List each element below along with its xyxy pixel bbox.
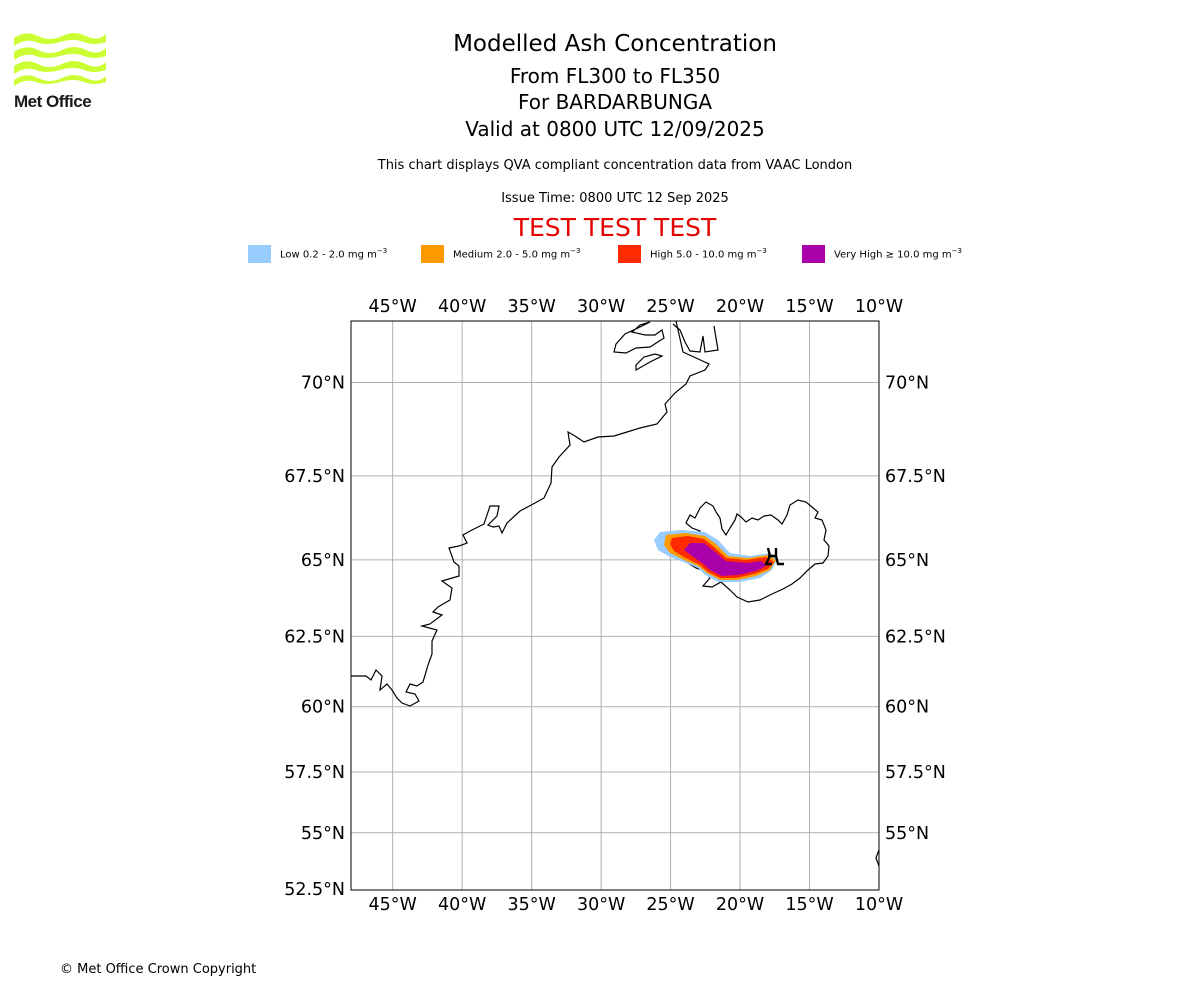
legend-label-high: High 5.0 - 10.0 mg m−3 (650, 247, 767, 261)
lat-label-left-bottom: 52.5°N (284, 880, 345, 900)
met-office-wordmark: Met Office (14, 92, 92, 111)
copyright-notice: © Met Office Crown Copyright (60, 962, 257, 977)
lat-label-right: 57.5°N (885, 763, 946, 783)
lon-label-bottom: 20°W (716, 895, 764, 915)
legend-item-very-high: Very High ≥ 10.0 mg m−3 (802, 244, 962, 264)
lat-label-left: 67.5°N (284, 467, 345, 487)
lon-label-bottom: 25°W (646, 895, 694, 915)
lon-label-top: 10°W (855, 297, 903, 317)
volcano-name: For BARDARBUNGA (517, 90, 713, 114)
greenland-coastline-north (613, 321, 719, 372)
volcano-marker-icon (764, 547, 784, 566)
lon-label-bottom: 10°W (855, 895, 903, 915)
lat-label-right: 70°N (885, 374, 929, 394)
chart-title: Modelled Ash Concentration (453, 31, 777, 57)
legend-swatch-low (248, 245, 271, 263)
lat-label-right: 55°N (885, 824, 929, 844)
legend-item-low: Low 0.2 - 2.0 mg m−3 (248, 244, 387, 264)
flight-level-range: From FL300 to FL350 (509, 64, 721, 88)
lon-label-bottom: 45°W (369, 895, 417, 915)
met-office-logo: Met Office (14, 30, 108, 111)
map-gridlines (351, 321, 879, 890)
ash-region-very-high (684, 543, 766, 576)
lon-label-top: 20°W (716, 297, 764, 317)
lat-label-left: 62.5°N (284, 627, 345, 647)
lat-label-right: 60°N (885, 698, 929, 718)
legend-item-medium: Medium 2.0 - 5.0 mg m−3 (421, 244, 580, 264)
legend-swatch-medium (421, 245, 444, 263)
legend-label-medium: Medium 2.0 - 5.0 mg m−3 (453, 247, 581, 261)
lon-label-bottom: 15°W (785, 895, 833, 915)
lon-label-top: 45°W (369, 297, 417, 317)
lon-label-top: 35°W (507, 297, 555, 317)
test-banner: TEST TEST TEST (513, 213, 717, 242)
lat-label-right: 65°N (885, 551, 929, 571)
issue-time: Issue Time: 0800 UTC 12 Sep 2025 (501, 191, 729, 206)
lat-label-left: 60°N (301, 698, 345, 718)
map-frame (350, 320, 880, 891)
legend-item-high: High 5.0 - 10.0 mg m−3 (618, 244, 767, 264)
lat-label-left: 55°N (301, 824, 345, 844)
lon-label-bottom: 30°W (577, 895, 625, 915)
legend-label-low: Low 0.2 - 2.0 mg m−3 (280, 247, 388, 261)
met-office-waves-icon (14, 33, 106, 86)
legend-label-very-high: Very High ≥ 10.0 mg m−3 (834, 247, 962, 261)
legend-swatch-high (618, 245, 641, 263)
lon-label-top: 25°W (646, 297, 694, 317)
lon-label-top: 30°W (577, 297, 625, 317)
lon-label-top: 40°W (438, 297, 486, 317)
lat-label-left: 70°N (301, 374, 345, 394)
lon-label-bottom: 35°W (507, 895, 555, 915)
chart-description: This chart displays QVA compliant concen… (377, 158, 853, 173)
lon-label-top: 15°W (785, 297, 833, 317)
lat-label-left: 65°N (301, 551, 345, 571)
map-tick-labels: 45°W 45°W 40°W 40°W 35°W 35°W 30°W 30°W 25°W 25°W… (284, 297, 946, 915)
lat-label-right: 67.5°N (885, 467, 946, 487)
valid-time: Valid at 0800 UTC 12/09/2025 (465, 117, 765, 141)
lon-label-bottom: 40°W (438, 895, 486, 915)
lat-label-right: 62.5°N (885, 627, 946, 647)
lat-label-left: 57.5°N (284, 763, 345, 783)
greenland-coastline (351, 321, 710, 707)
legend-swatch-very-high (802, 245, 825, 263)
coastline-fragment (875, 849, 879, 867)
